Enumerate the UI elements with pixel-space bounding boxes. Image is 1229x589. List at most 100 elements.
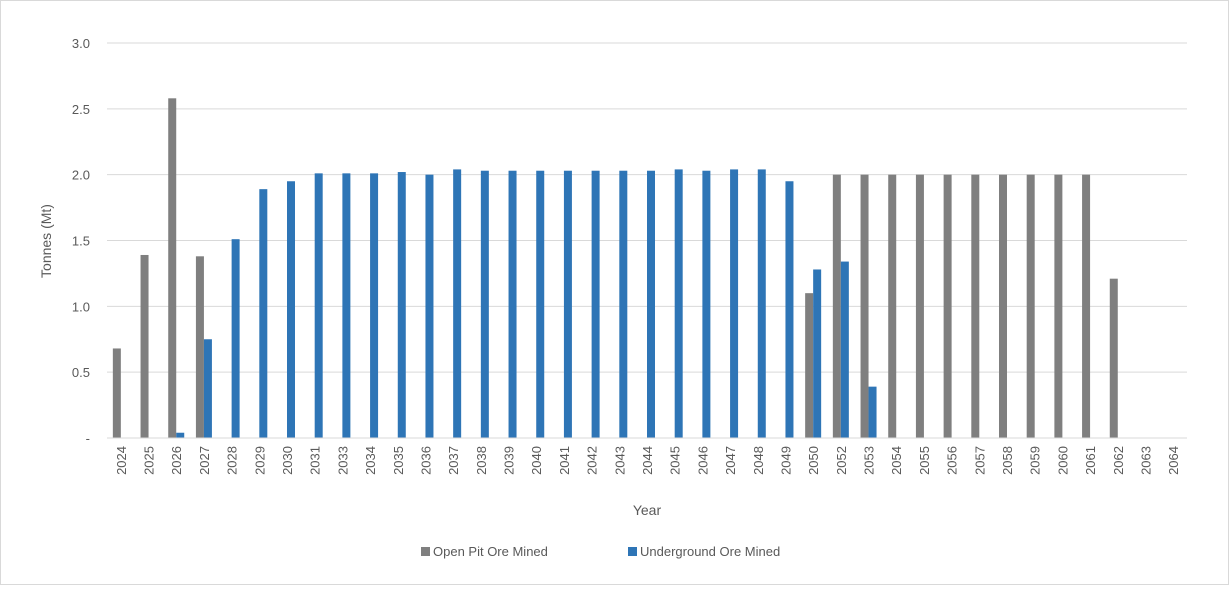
- bar-underground: [397, 172, 406, 439]
- x-tick-label: 2034: [363, 446, 378, 475]
- bar-open-pit: [140, 254, 149, 438]
- x-tick-label: 2041: [557, 446, 572, 475]
- x-tick-label: 2028: [225, 446, 240, 475]
- legend: Open Pit Ore Mined Underground Ore Mined: [421, 544, 780, 559]
- bar-underground: [813, 269, 822, 438]
- bar-underground: [840, 261, 849, 438]
- x-tick-label: 2025: [142, 446, 157, 475]
- x-tick-label: 2049: [778, 446, 793, 475]
- bar-open-pit: [1054, 174, 1063, 438]
- bar-open-pit: [168, 98, 177, 439]
- bar-underground: [563, 170, 572, 438]
- bar-underground: [453, 169, 462, 438]
- y-tick-label: 2.5: [72, 102, 90, 117]
- bar-open-pit: [1026, 174, 1035, 438]
- bar-open-pit: [195, 256, 204, 438]
- x-tick-label: 2029: [252, 446, 267, 475]
- x-tick-label: 2054: [889, 446, 904, 475]
- x-tick-label: 2050: [806, 446, 821, 475]
- x-tick-label: 2061: [1083, 446, 1098, 475]
- bar-underground: [425, 174, 434, 438]
- bar-underground: [287, 181, 295, 438]
- bar-underground: [868, 386, 877, 438]
- x-tick-label: 2038: [474, 446, 489, 475]
- y-tick-label: 1.5: [72, 234, 90, 249]
- x-tick-label: 2048: [751, 446, 766, 475]
- y-axis-ticks: - 0.5 1.0 1.5 2.0 2.5 3.0: [72, 36, 90, 446]
- y-tick-label: 3.0: [72, 36, 90, 51]
- x-tick-label: 2037: [446, 446, 461, 475]
- bar-underground: [536, 170, 545, 438]
- bar-open-pit: [112, 348, 121, 438]
- x-tick-label: 2024: [114, 446, 129, 475]
- x-tick-label: 2064: [1166, 446, 1181, 475]
- x-tick-label: 2058: [1000, 446, 1015, 475]
- x-tick-label: 2033: [335, 446, 350, 475]
- bar-open-pit: [805, 293, 814, 438]
- bar-open-pit: [999, 174, 1007, 438]
- x-tick-label: 2055: [917, 446, 932, 475]
- x-tick-label: 2030: [280, 446, 295, 475]
- x-tick-label: 2044: [640, 446, 655, 475]
- bar-underground: [203, 339, 212, 438]
- x-tick-label: 2062: [1111, 446, 1126, 475]
- bar-open-pit: [1082, 174, 1091, 438]
- x-tick-label: 2042: [585, 446, 600, 475]
- bar-open-pit: [832, 174, 841, 438]
- legend-swatch-underground: [628, 547, 637, 556]
- x-tick-label: 2035: [391, 446, 406, 475]
- legend-swatch-open-pit: [421, 547, 430, 556]
- bars: [112, 98, 1118, 439]
- x-tick-label: 2060: [1055, 446, 1070, 475]
- bar-open-pit: [943, 174, 952, 438]
- x-axis-title: Year: [633, 502, 662, 518]
- bar-underground: [480, 170, 489, 438]
- bar-underground: [647, 170, 655, 438]
- x-tick-label: 2039: [502, 446, 517, 475]
- bar-open-pit: [1109, 278, 1118, 438]
- bar-underground: [508, 170, 517, 438]
- x-tick-label: 2045: [668, 446, 683, 475]
- x-tick-label: 2040: [529, 446, 544, 475]
- y-tick-label: 0.5: [72, 365, 90, 380]
- bar-underground: [370, 173, 379, 438]
- x-tick-label: 2053: [862, 446, 877, 475]
- bar-underground: [176, 432, 185, 438]
- x-tick-label: 2036: [418, 446, 433, 475]
- bar-open-pit: [860, 174, 869, 438]
- bar-open-pit: [971, 174, 980, 438]
- x-tick-label: 2063: [1138, 446, 1153, 475]
- y-tick-label: 1.0: [72, 299, 90, 314]
- legend-label-open-pit: Open Pit Ore Mined: [433, 544, 548, 559]
- x-tick-label: 2043: [612, 446, 627, 475]
- x-tick-label: 2046: [695, 446, 710, 475]
- bar-underground: [757, 169, 766, 438]
- bar-underground: [785, 181, 794, 438]
- x-axis-ticks: 2024 2025 2026 2027 2028 2029 2030 2031 2033 2034…: [114, 446, 1181, 475]
- bar-underground: [342, 173, 351, 438]
- bar-underground: [619, 170, 628, 438]
- bar-open-pit: [888, 174, 897, 438]
- y-tick-label: -: [86, 431, 90, 446]
- bar-underground: [231, 239, 240, 438]
- bar-underground: [259, 189, 268, 438]
- bar-open-pit: [915, 174, 924, 438]
- x-tick-label: 2026: [169, 446, 184, 475]
- bar-underground: [314, 173, 323, 438]
- x-tick-label: 2059: [1028, 446, 1043, 475]
- x-tick-label: 2057: [972, 446, 987, 475]
- bar-underground: [674, 169, 683, 438]
- bar-underground: [702, 170, 711, 438]
- legend-label-underground: Underground Ore Mined: [640, 544, 780, 559]
- bar-underground: [730, 169, 739, 438]
- x-tick-label: 2031: [308, 446, 323, 475]
- y-tick-label: 2.0: [72, 168, 90, 183]
- x-tick-label: 2027: [197, 446, 212, 475]
- y-axis-title: Tonnes (Mt): [38, 204, 54, 278]
- x-tick-label: 2052: [834, 446, 849, 475]
- bar-underground: [591, 170, 600, 438]
- x-tick-label: 2056: [945, 446, 960, 475]
- x-tick-label: 2047: [723, 446, 738, 475]
